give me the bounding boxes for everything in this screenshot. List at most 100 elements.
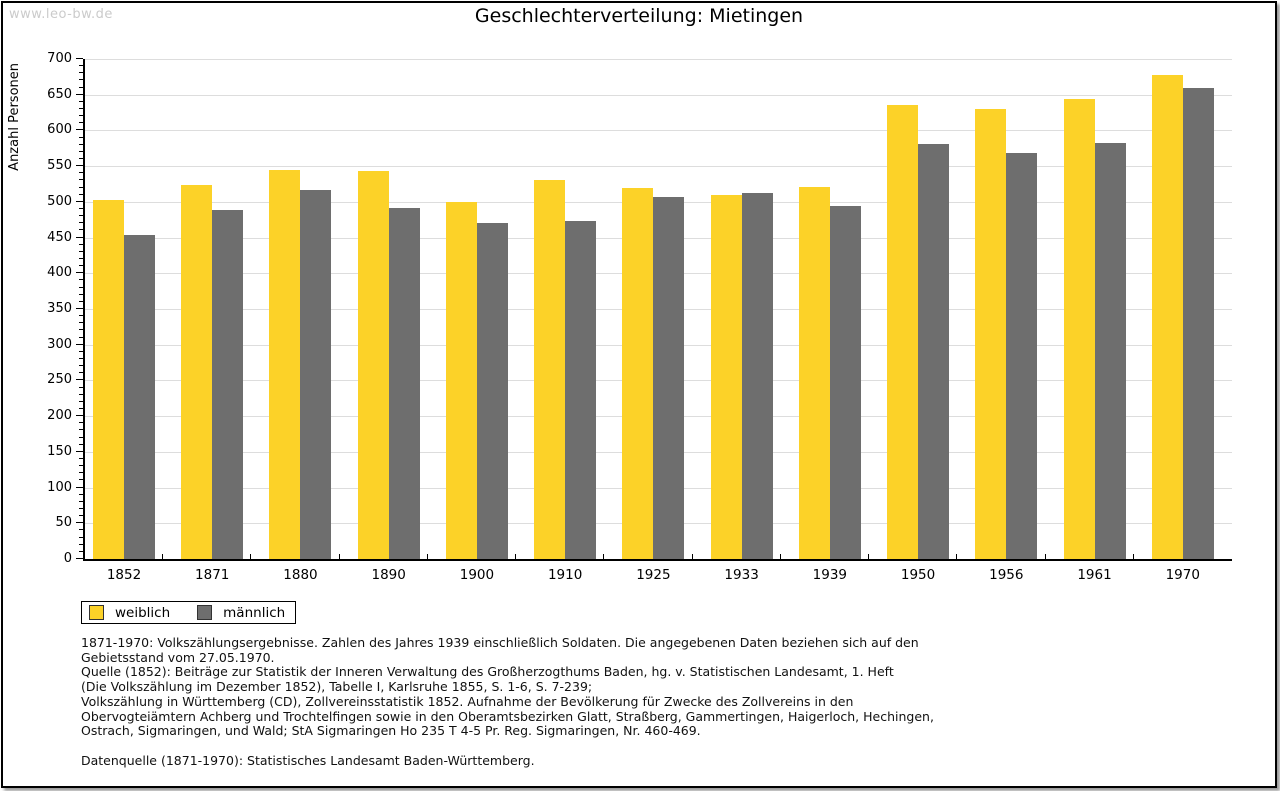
legend-item-weiblich: weiblich	[89, 605, 170, 621]
y-axis-tick	[79, 122, 83, 124]
y-axis-tick	[79, 529, 83, 531]
bar-group-1852	[85, 59, 173, 559]
y-axis-tick	[79, 315, 83, 317]
footer-note-line-3: Quelle (1852): Beiträge zur Statistik de…	[81, 664, 894, 680]
x-axis-label: 1852	[106, 567, 142, 583]
x-axis-label: 1910	[547, 567, 583, 583]
bar-group-1956	[967, 59, 1055, 559]
y-axis-tick	[79, 336, 83, 338]
y-axis-tick	[76, 308, 83, 309]
y-axis-tick	[79, 108, 83, 109]
y-axis-label: 400	[47, 265, 72, 281]
y-axis-tick	[76, 93, 83, 95]
y-axis-tick	[76, 236, 83, 238]
bar-maennlich-1871	[212, 210, 244, 559]
x-axis-tick	[162, 554, 164, 559]
bar-maennlich-1852	[124, 234, 155, 559]
bar-maennlich-1933	[741, 193, 773, 559]
bar-maennlich-1910	[565, 221, 597, 559]
y-axis-tick	[79, 350, 83, 352]
gridline-650	[85, 94, 1232, 96]
footer-note-line-4: (Die Volkszählung im Dezember 1852), Tab…	[81, 679, 593, 695]
bar-group-1933	[703, 59, 791, 559]
y-axis-tick	[79, 215, 83, 217]
y-axis-tick	[79, 493, 83, 495]
y-axis-tick	[79, 222, 83, 224]
x-axis-label: 1933	[724, 567, 759, 583]
footer-datasource: Datenquelle (1871-1970): Statistisches L…	[81, 752, 535, 768]
y-axis-tick	[79, 250, 83, 252]
x-axis-label: 1890	[371, 567, 406, 583]
y-axis-tick	[76, 165, 83, 167]
bar-maennlich-1900	[476, 223, 508, 559]
y-axis-tick	[79, 72, 83, 74]
y-axis-tick	[79, 322, 83, 324]
x-axis-tick	[603, 554, 605, 559]
bar-group-1910	[526, 59, 614, 559]
y-axis-tick	[79, 550, 83, 552]
x-axis-label: 1956	[989, 567, 1024, 583]
y-axis-tick	[76, 450, 83, 452]
bar-weiblich-1910	[534, 179, 566, 559]
footer-note-line-6: Obervogteiämtern Achberg und Trochtelfin…	[81, 708, 934, 724]
bar-group-1970	[1144, 59, 1232, 559]
bar-weiblich-1852	[93, 199, 124, 559]
y-axis-label: 250	[47, 372, 72, 388]
y-axis-tick	[79, 515, 83, 517]
y-axis-tick	[76, 522, 83, 524]
bar-weiblich-1871	[181, 185, 213, 559]
bar-maennlich-1939	[829, 206, 861, 559]
y-axis-tick	[79, 400, 83, 402]
bar-weiblich-1961	[1063, 99, 1095, 559]
y-axis-tick	[79, 472, 83, 474]
y-axis-tick	[79, 265, 83, 267]
y-axis-tick	[79, 115, 83, 117]
y-axis-tick	[79, 172, 83, 174]
y-axis-label: 50	[55, 515, 72, 531]
bar-group-1890	[350, 59, 438, 559]
y-axis-tick	[79, 150, 83, 152]
gridline-600	[85, 130, 1232, 132]
y-axis-label: 600	[47, 122, 72, 138]
bar-weiblich-1970	[1151, 74, 1183, 559]
y-axis-title: Anzahl Personen	[7, 63, 22, 171]
y-axis-tick	[79, 422, 83, 424]
legend-label-maennlich: männlich	[223, 604, 286, 621]
y-axis-label: 0	[63, 551, 72, 566]
bar-maennlich-1925	[653, 196, 685, 559]
footer-note-lines: 1871-1970: Volkszählungsergebnisse. Zahl…	[81, 635, 934, 739]
y-axis-tick	[79, 86, 83, 88]
bar-group-1939	[791, 59, 879, 559]
y-axis-label: 150	[47, 443, 72, 459]
y-axis-tick	[79, 186, 83, 188]
bar-weiblich-1939	[798, 186, 830, 559]
bar-group-1871	[173, 59, 261, 559]
y-axis-tick	[79, 100, 83, 102]
y-axis-tick	[79, 508, 83, 509]
y-axis-tick	[79, 386, 83, 388]
bar-weiblich-1900	[445, 201, 477, 559]
x-axis-tick	[956, 554, 958, 559]
y-axis-tick	[79, 372, 83, 374]
y-axis-label: 100	[47, 479, 72, 495]
y-axis-label: 450	[47, 229, 72, 245]
y-axis-tick	[76, 379, 83, 381]
y-axis-tick	[79, 65, 83, 67]
gridline-550	[85, 166, 1232, 168]
y-axis-label: 500	[47, 193, 72, 209]
x-axis-tick	[250, 554, 252, 559]
y-axis-tick	[79, 158, 83, 159]
y-axis-tick	[79, 258, 83, 259]
footer-note-line-5: Volkszählung in Württemberg (CD), Zollve…	[81, 693, 854, 709]
bar-group-1961	[1056, 59, 1144, 559]
y-axis-tick	[76, 415, 83, 417]
footer-note-line-1: 1871-1970: Volkszählungsergebnisse. Zahl…	[81, 635, 919, 650]
footer-note-line-2: Gebietsstand vom 27.05.1970.	[81, 649, 275, 665]
y-axis-tick	[79, 293, 83, 295]
y-axis-tick	[76, 558, 83, 559]
x-axis-label: 1961	[1077, 567, 1112, 583]
bar-weiblich-1950	[887, 104, 919, 559]
x-axis-tick	[426, 554, 428, 559]
y-axis-tick	[79, 443, 83, 445]
y-axis-tick	[79, 329, 83, 331]
